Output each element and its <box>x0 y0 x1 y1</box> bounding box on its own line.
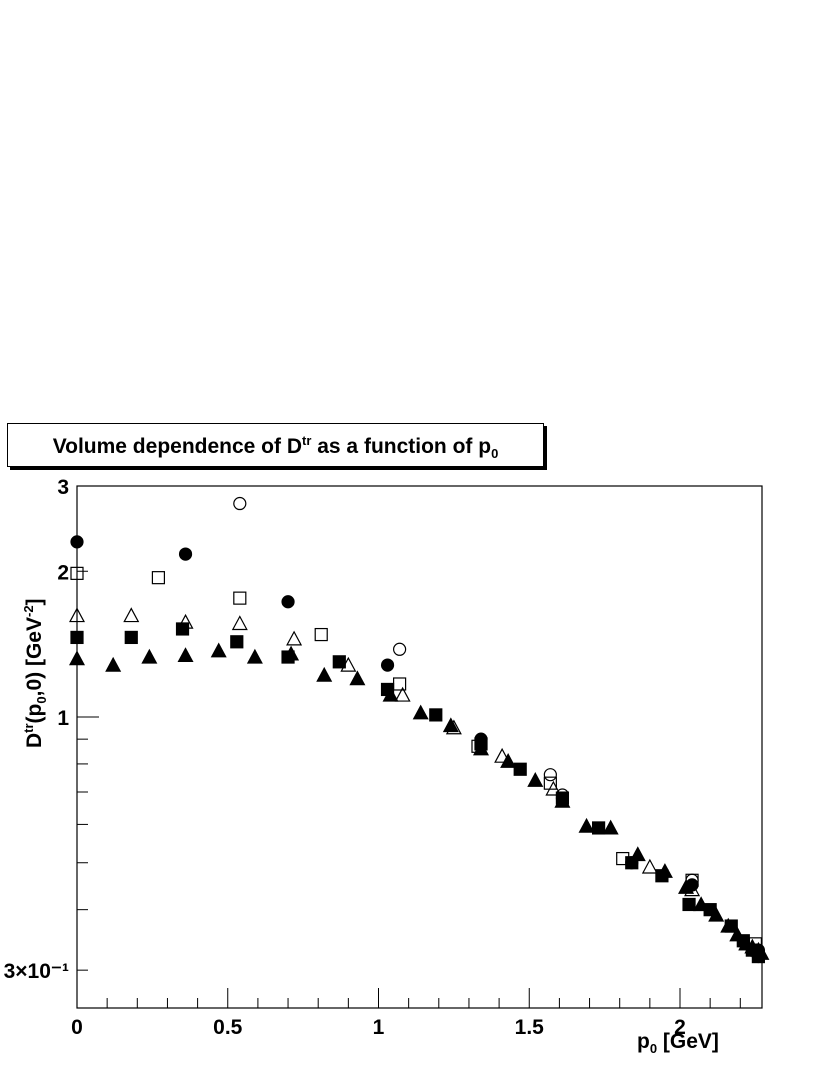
data-point-filled-square <box>591 821 606 835</box>
data-point-filled-square <box>429 708 443 722</box>
title-text-part: Volume dependence of D <box>52 435 303 458</box>
data-point-filled-triangle <box>693 896 710 912</box>
x-tick-label: 1.5 <box>515 1016 545 1039</box>
data-point-filled-square <box>175 622 190 636</box>
data-point-open-square <box>70 566 84 580</box>
data-point-open-square <box>233 591 247 605</box>
data-point-filled-triangle <box>602 819 619 835</box>
title-text-part: as a function of p <box>311 435 492 458</box>
data-point-open-triangle <box>494 747 511 763</box>
ylabel-superscript: tr <box>21 723 36 733</box>
data-point-filled-square <box>124 630 138 645</box>
data-point-filled-triangle <box>527 772 544 787</box>
data-point-filled-triangle <box>729 926 746 942</box>
x-tick-label: 2 <box>674 1016 686 1039</box>
data-point-open-triangle <box>545 780 562 796</box>
data-point-filled-triangle <box>473 740 490 756</box>
data-point-filled-triangle <box>500 753 517 768</box>
data-point-open-triangle <box>123 607 140 623</box>
y-tick-label: 3×10⁻¹ <box>4 960 69 983</box>
data-point-filled-triangle <box>678 878 695 894</box>
data-markers <box>68 496 770 964</box>
axis-ticks <box>76 485 741 1008</box>
data-point-open-circle <box>233 496 247 511</box>
data-point-filled-square <box>513 762 527 776</box>
ylabel-part: ] <box>23 598 46 606</box>
chart-title-box: Volume dependence of Dtr as a function o… <box>7 423 544 467</box>
data-point-filled-triangle <box>246 648 263 664</box>
data-point-open-square <box>543 776 557 790</box>
x-tick-label: 0.5 <box>213 1016 243 1039</box>
data-point-filled-circle <box>70 535 84 549</box>
data-point-open-triangle <box>286 630 303 646</box>
data-point-open-triangle <box>231 615 248 631</box>
data-point-filled-triangle <box>442 717 459 733</box>
data-point-filled-triangle <box>382 686 399 702</box>
data-point-filled-triangle <box>720 917 737 933</box>
data-point-filled-square <box>332 655 346 669</box>
data-point-filled-triangle <box>412 704 429 720</box>
tick-labels: 0 0.5 1 1.5 2 3 2 1 3×10⁻¹ <box>4 476 686 1039</box>
title-subscript: 0 <box>491 446 499 462</box>
data-point-filled-triangle <box>210 642 227 658</box>
data-point-open-triangle <box>394 686 411 702</box>
data-point-open-square <box>151 571 166 585</box>
data-point-open-square <box>393 677 407 691</box>
xlabel-part: [GeV] <box>657 1030 719 1053</box>
data-point-filled-square <box>682 897 696 912</box>
x-axis-label: p0 [GeV] <box>637 1030 719 1056</box>
y-tick-label: 3 <box>57 476 69 499</box>
data-point-filled-circle <box>281 595 295 609</box>
y-tick-label: 1 <box>57 707 69 730</box>
data-point-filled-triangle <box>656 863 673 878</box>
data-point-open-circle <box>393 642 407 656</box>
data-point-filled-circle <box>178 547 193 561</box>
chart-title: Volume dependence of Dtr as a function o… <box>8 433 543 461</box>
data-point-filled-circle <box>380 658 395 672</box>
data-point-filled-triangle <box>554 792 571 808</box>
data-point-filled-triangle <box>177 647 194 663</box>
x-tick-label: 1 <box>373 1016 385 1039</box>
plot-frame <box>76 485 763 1009</box>
data-point-filled-triangle <box>316 666 333 682</box>
data-point-filled-triangle <box>283 645 300 661</box>
ylabel-part: (p <box>23 703 46 724</box>
title-superscript: tr <box>302 433 312 448</box>
data-point-filled-triangle <box>753 945 770 960</box>
x-tick-label: 0 <box>71 1016 83 1039</box>
ylabel-superscript: -2 <box>21 605 36 618</box>
data-point-open-triangle <box>641 858 658 874</box>
data-point-filled-triangle <box>708 906 725 922</box>
data-point-open-circle <box>543 768 557 782</box>
y-axis-label: Dtr(p0,0) [GeV-2] <box>21 598 49 748</box>
xlabel-subscript: 0 <box>649 1041 658 1057</box>
data-point-filled-square <box>70 630 84 645</box>
ylabel-part: D <box>23 732 46 748</box>
data-point-filled-triangle <box>141 648 158 664</box>
y-tick-label: 2 <box>57 561 69 584</box>
data-point-filled-square <box>230 635 244 649</box>
data-point-filled-triangle <box>349 670 366 686</box>
data-point-filled-triangle <box>68 650 86 666</box>
xlabel-part: p <box>637 1030 650 1053</box>
data-point-filled-triangle <box>578 817 595 833</box>
data-point-open-square <box>314 627 328 642</box>
data-point-filled-triangle <box>629 846 646 862</box>
data-point-filled-triangle <box>105 656 122 672</box>
ylabel-part: ,0) [GeV <box>23 617 46 697</box>
ylabel-subscript: 0 <box>34 696 50 704</box>
data-point-open-triangle <box>68 607 86 623</box>
